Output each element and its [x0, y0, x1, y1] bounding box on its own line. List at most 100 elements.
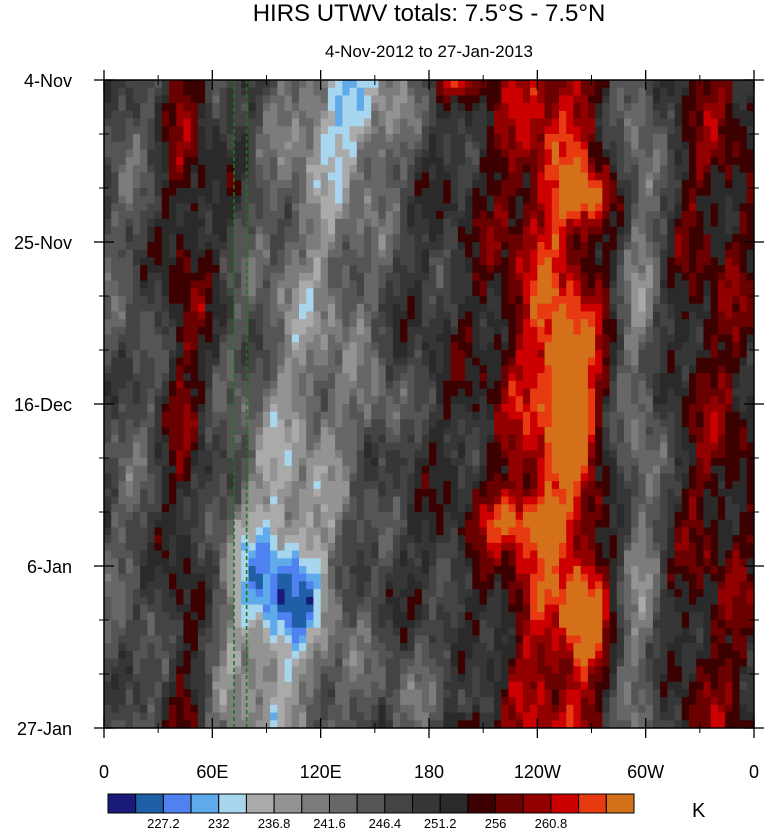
- heatmap-cell: [284, 334, 293, 343]
- heatmap-cell: [681, 226, 690, 235]
- heatmap-cell: [378, 195, 387, 205]
- heatmap-cell: [400, 373, 408, 382]
- heatmap-cell: [270, 296, 278, 305]
- heatmap-cell: [111, 95, 120, 104]
- heatmap-cell: [667, 342, 676, 351]
- heatmap-cell: [472, 404, 481, 413]
- heatmap-cell: [118, 350, 127, 359]
- heatmap-cell: [132, 134, 141, 143]
- heatmap-cell: [703, 434, 712, 444]
- heatmap-cell: [385, 488, 394, 498]
- heatmap-cell: [299, 504, 307, 513]
- heatmap-cell: [299, 226, 307, 235]
- heatmap-cell: [486, 172, 495, 181]
- heatmap-cell: [717, 118, 726, 127]
- heatmap-cell: [479, 481, 488, 490]
- heatmap-cell: [299, 442, 307, 451]
- heatmap-cell: [284, 172, 293, 181]
- heatmap-cell: [494, 149, 502, 158]
- heatmap-cell: [140, 427, 148, 436]
- heatmap-cell: [494, 265, 502, 274]
- heatmap-cell: [342, 218, 351, 228]
- heatmap-cell: [609, 404, 618, 413]
- heatmap-cell: [595, 357, 603, 367]
- heatmap-cell: [660, 195, 668, 205]
- heatmap-cell: [414, 380, 423, 390]
- heatmap-cell: [111, 342, 120, 351]
- heatmap-cell: [270, 141, 278, 151]
- heatmap-cell: [436, 87, 445, 97]
- heatmap-cell: [501, 195, 510, 205]
- heatmap-cell: [501, 118, 510, 127]
- heatmap-cell: [299, 427, 307, 436]
- heatmap-cell: [472, 326, 481, 336]
- heatmap-cell: [270, 195, 278, 205]
- heatmap-cell: [226, 126, 235, 135]
- heatmap-cell: [161, 481, 170, 490]
- heatmap-cell: [638, 481, 647, 490]
- heatmap-cell: [349, 473, 358, 482]
- heatmap-cell: [364, 149, 372, 158]
- heatmap-cell: [645, 126, 654, 135]
- heatmap-cell: [674, 296, 683, 305]
- heatmap-cell: [400, 242, 408, 251]
- heatmap-cell: [226, 311, 235, 320]
- heatmap-cell: [450, 149, 459, 158]
- heatmap-cell: [176, 388, 185, 397]
- heatmap-cell: [472, 110, 481, 120]
- heatmap-cell: [703, 404, 712, 413]
- heatmap-cell: [472, 458, 481, 467]
- heatmap-cell: [595, 465, 603, 475]
- heatmap-cell: [537, 342, 546, 351]
- heatmap-cell: [342, 504, 351, 513]
- heatmap-cell: [667, 427, 676, 436]
- heatmap-cell: [616, 496, 625, 505]
- heatmap-cell: [508, 95, 517, 104]
- heatmap-cell: [681, 427, 690, 436]
- heatmap-cell: [544, 95, 553, 104]
- heatmap-cell: [624, 265, 632, 274]
- heatmap-cell: [118, 103, 127, 112]
- heatmap-cell: [631, 249, 640, 259]
- heatmap-cell: [624, 272, 632, 282]
- heatmap-cell: [689, 249, 697, 259]
- heatmap-cell: [566, 434, 575, 444]
- heatmap-cell: [118, 450, 127, 459]
- heatmap-cell: [291, 458, 300, 467]
- heatmap-cell: [667, 180, 676, 189]
- heatmap-cell: [660, 350, 668, 359]
- heatmap-cell: [306, 272, 315, 282]
- heatmap-cell: [465, 427, 473, 436]
- heatmap-cell: [450, 419, 459, 428]
- heatmap-cell: [219, 87, 228, 97]
- heatmap-cell: [501, 280, 510, 289]
- heatmap-cell: [717, 218, 726, 228]
- heatmap-cell: [674, 180, 683, 189]
- heatmap-cell: [450, 164, 459, 174]
- heatmap-cell: [443, 380, 452, 390]
- heatmap-cell: [183, 218, 192, 228]
- heatmap-cell: [169, 211, 177, 220]
- heatmap-cell: [306, 87, 315, 97]
- heatmap-cell: [703, 211, 712, 220]
- heatmap-cell: [602, 288, 611, 297]
- heatmap-cell: [364, 334, 372, 343]
- heatmap-cell: [234, 396, 242, 405]
- heatmap-cell: [118, 334, 127, 343]
- heatmap-cell: [515, 419, 524, 428]
- heatmap-cell: [219, 149, 228, 158]
- heatmap-cell: [595, 242, 603, 251]
- heatmap-cell: [486, 326, 495, 336]
- heatmap-cell: [573, 110, 582, 120]
- heatmap-cell: [342, 288, 351, 297]
- heatmap-cell: [306, 350, 315, 359]
- heatmap-cell: [183, 419, 192, 428]
- heatmap-cell: [609, 357, 618, 367]
- heatmap-cell: [587, 419, 596, 428]
- heatmap-cell: [530, 149, 538, 158]
- heatmap-cell: [725, 265, 733, 274]
- heatmap-cell: [573, 172, 582, 181]
- heatmap-cell: [299, 380, 307, 390]
- heatmap-cell: [429, 427, 437, 436]
- heatmap-cell: [270, 157, 278, 166]
